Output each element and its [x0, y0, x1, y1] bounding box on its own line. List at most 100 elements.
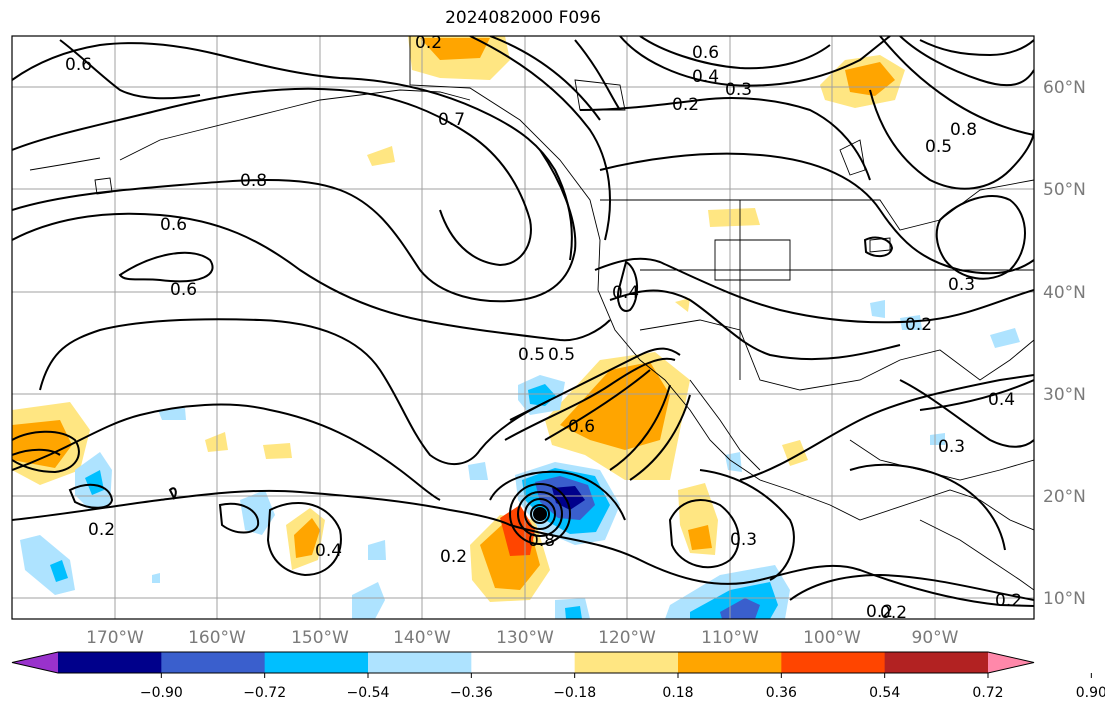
contour-line	[863, 236, 894, 258]
contour-line	[849, 463, 1006, 551]
negative-anomaly-area	[368, 540, 386, 560]
lon-label: 110°W	[701, 628, 759, 648]
lon-label: 140°W	[393, 628, 451, 648]
contour-label: 0.5	[925, 137, 952, 157]
positive-anomaly-area	[294, 518, 320, 558]
negative-anomaly-area	[20, 535, 75, 595]
contour-line	[668, 499, 740, 569]
contour-label: 0.3	[938, 437, 965, 457]
positive-anomaly-area	[560, 362, 670, 450]
contour-label: 0.8	[240, 171, 267, 191]
contour-label: 0.3	[730, 530, 757, 550]
colorbar-tick-label: 0.90	[1076, 685, 1105, 701]
contour-label: 0.4	[692, 67, 719, 87]
lat-label: 30°N	[1043, 385, 1086, 405]
contour-label: 0.2	[866, 602, 893, 622]
negative-anomaly-area	[158, 408, 186, 420]
cyclone-contour	[509, 483, 571, 545]
colorbar-segment	[781, 652, 886, 673]
lon-label: 170°W	[86, 628, 144, 648]
contour-label: 0.2	[880, 603, 907, 623]
positive-anomaly-area	[263, 443, 292, 459]
contours	[12, 36, 1034, 607]
contour-line	[699, 469, 795, 581]
contour-label: 0.4	[988, 390, 1015, 410]
contour-label: 0.6	[160, 215, 187, 235]
negative-anomaly-area	[565, 606, 582, 619]
colorbar: −0.90 −0.72 −0.54 −0.36 −0.18 0.18 0.36 0.54 0.7…	[11, 651, 1105, 701]
contour-line	[469, 36, 611, 241]
lat-label: 50°N	[1043, 180, 1086, 200]
contour-line	[68, 483, 114, 509]
contour-line	[59, 39, 201, 100]
cyclone-contour	[517, 491, 563, 537]
contour-line	[789, 573, 1034, 601]
contour-label: 0.6	[692, 43, 719, 63]
contour-line	[12, 149, 577, 303]
contour-line	[579, 97, 871, 181]
negative-anomaly-area	[930, 433, 945, 445]
contour-line	[118, 251, 214, 283]
colorbar-segment	[471, 652, 576, 673]
colorbar-outline	[11, 651, 1035, 674]
contour-line	[168, 487, 177, 500]
negative-anomaly-area	[152, 573, 160, 583]
colorbar-segment	[58, 652, 162, 673]
lat-label: 20°N	[1043, 487, 1086, 507]
contour-line	[12, 212, 611, 342]
contour-line	[739, 374, 1034, 481]
colorbar-segment	[161, 652, 266, 673]
colorbar-extend-low	[12, 652, 58, 673]
longitude-labels: 170°W 160°W 150°W 140°W 130°W 120°W 110°…	[86, 628, 959, 648]
colorbar-tick-label: −0.18	[553, 685, 596, 701]
lon-label: 100°W	[803, 628, 861, 648]
contour-line	[899, 379, 1034, 448]
shading-layer	[12, 36, 1020, 619]
contour-label: 0.6	[568, 417, 595, 437]
negative-anomaly-area	[352, 582, 385, 619]
colorbar-segment	[884, 652, 989, 673]
cyclone-contour	[530, 504, 550, 524]
colorbar-tick-label: −0.90	[140, 685, 183, 701]
colorbar-tick-label: −0.36	[450, 685, 493, 701]
cyclone-contour	[524, 498, 556, 530]
contour-label: 0.6	[170, 280, 197, 300]
contour-line	[899, 36, 1034, 87]
negative-anomaly-area	[870, 300, 885, 318]
negative-anomaly-area	[240, 490, 275, 535]
map-title: 2024082000 F096	[445, 8, 601, 28]
contour-line	[509, 347, 681, 421]
contour-line	[599, 152, 1034, 275]
contour-line	[869, 89, 1034, 190]
contour-line	[12, 430, 80, 474]
contour-label: 0.8	[950, 120, 977, 140]
colorbar-segment	[264, 652, 369, 673]
contour-line	[609, 384, 671, 471]
contour-label: 0.3	[725, 80, 752, 100]
colorbar-tick-label: 0.18	[662, 685, 693, 701]
contour-label: 0.6	[65, 55, 92, 75]
cyclone-core	[533, 507, 547, 521]
contour-label: 0.2	[440, 547, 467, 567]
colorbar-extend-high	[988, 652, 1034, 673]
contour-line	[39, 318, 551, 465]
contour-label: 0.4	[612, 283, 639, 303]
lon-label: 150°W	[291, 628, 349, 648]
contour-line	[504, 357, 676, 441]
colorbar-tick-label: −0.72	[243, 685, 286, 701]
contour-line	[12, 489, 1034, 607]
contour-line	[919, 39, 1034, 57]
contour-line	[594, 257, 1034, 324]
positive-anomaly-area	[675, 298, 690, 312]
positive-anomaly-area	[688, 525, 712, 550]
negative-anomaly-area	[990, 328, 1020, 348]
contour-line	[935, 195, 1026, 280]
contour-label: 0.2	[905, 315, 932, 335]
negative-anomaly-area	[468, 462, 488, 480]
graticule	[12, 36, 1034, 619]
contour-line	[489, 470, 626, 521]
contour-line	[639, 36, 831, 70]
contour-line	[574, 39, 621, 111]
negative-anomaly-area	[85, 470, 104, 495]
